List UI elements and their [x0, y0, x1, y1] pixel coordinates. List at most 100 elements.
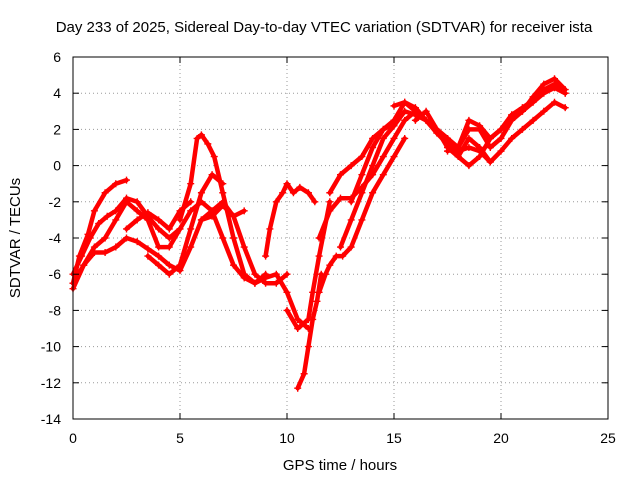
data-point: [540, 107, 548, 115]
data-point: [454, 153, 462, 161]
data-point: [540, 86, 548, 94]
y-tick-label: -6: [49, 266, 62, 282]
data-point: [486, 144, 494, 151]
data-point: [262, 270, 270, 278]
data-point: [369, 189, 377, 197]
data-point: [262, 252, 270, 260]
data-point: [240, 243, 248, 251]
data-point: [369, 144, 377, 151]
data-point: [251, 270, 259, 278]
data-point: [411, 104, 419, 112]
data-point: [411, 116, 419, 124]
data-point: [123, 198, 130, 206]
data-point: [155, 225, 163, 233]
data-point: [326, 207, 334, 215]
y-tick-label: -2: [49, 194, 62, 210]
data-point: [465, 162, 473, 170]
data-point: [422, 107, 430, 115]
data-point: [155, 252, 163, 260]
data-point: [358, 171, 366, 179]
data-point: [283, 270, 291, 278]
series-arc10: [283, 198, 334, 332]
data-point: [197, 131, 205, 139]
data-point: [123, 234, 130, 242]
data-point: [155, 261, 163, 269]
data-point: [454, 144, 462, 151]
data-point: [465, 134, 473, 142]
y-axis-label: SDTVAR / TECUs: [7, 178, 24, 298]
data-point: [390, 102, 398, 110]
data-point: [309, 288, 317, 296]
data-point: [401, 107, 409, 115]
series-arc12: [315, 134, 409, 296]
x-tick-label: 25: [600, 430, 616, 446]
data-point: [230, 261, 237, 269]
data-point: [561, 89, 569, 97]
data-point: [262, 279, 270, 287]
data-point: [155, 216, 163, 224]
data-point: [358, 153, 366, 161]
data-point: [401, 134, 409, 142]
data-point: [561, 104, 569, 112]
data-point: [326, 261, 334, 269]
series-arc9: [262, 180, 319, 260]
data-point: [508, 134, 516, 142]
data-point: [315, 234, 323, 242]
data-point: [230, 234, 237, 242]
data-point: [144, 245, 152, 253]
data-point: [486, 158, 494, 166]
data-point: [283, 180, 291, 188]
data-point: [315, 288, 323, 296]
data-point: [219, 189, 227, 197]
data-point: [551, 80, 558, 88]
data-point: [197, 189, 205, 197]
y-tick-label: 0: [53, 158, 61, 174]
data-point: [476, 144, 484, 151]
data-point: [322, 270, 330, 278]
data-point: [497, 134, 505, 142]
x-axis-label: GPS time / hours: [283, 457, 397, 474]
data-point: [300, 370, 308, 378]
y-tick-label: 2: [53, 121, 61, 137]
data-point: [219, 201, 227, 209]
data-point: [187, 225, 195, 233]
data-point: [272, 270, 280, 278]
data-point: [401, 98, 409, 106]
data-point: [165, 243, 173, 251]
y-tick-label: 4: [53, 85, 61, 101]
y-axis-ticks: -14 -12 -10 -8 -6 -4 -2 0 2 4 6: [41, 49, 608, 427]
data-point: [369, 162, 377, 170]
series-trace: [145, 172, 226, 277]
data-point: [123, 176, 130, 184]
data-point: [187, 207, 195, 215]
data-point: [197, 216, 205, 224]
data-point: [187, 180, 195, 188]
data-point: [390, 116, 398, 124]
data-point: [165, 261, 173, 269]
data-point: [294, 325, 302, 332]
data-point: [176, 261, 184, 269]
data-point: [337, 243, 344, 251]
data-point: [123, 225, 130, 233]
chart-title: Day 233 of 2025, Sidereal Day-to-day VTE…: [56, 19, 593, 36]
data-point: [358, 189, 366, 197]
data-point: [444, 134, 451, 142]
data-point: [78, 252, 86, 260]
data-point: [144, 209, 152, 217]
y-tick-label: -12: [41, 375, 61, 391]
data-point: [240, 270, 248, 278]
data-point: [272, 279, 280, 287]
series-arc5: [123, 198, 195, 233]
data-point: [176, 216, 184, 224]
data-point: [133, 207, 141, 215]
data-point: [219, 234, 227, 242]
data-point: [311, 198, 319, 206]
data-point: [497, 125, 505, 133]
data-point: [337, 194, 344, 202]
data-point: [465, 116, 473, 124]
data-point: [309, 315, 317, 323]
data-point: [401, 116, 409, 124]
data-point: [133, 198, 141, 206]
x-tick-label: 0: [69, 430, 77, 446]
